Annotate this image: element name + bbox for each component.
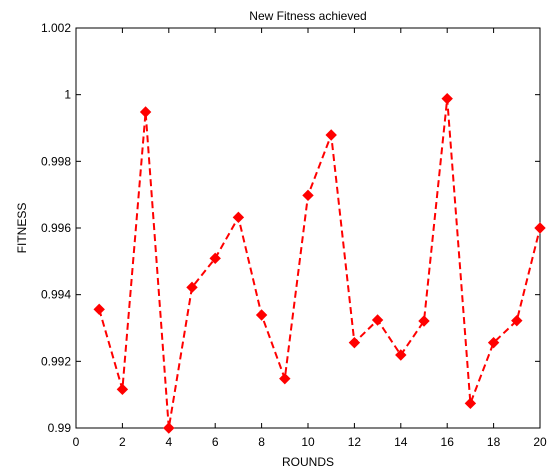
data-point-marker [232, 211, 245, 224]
data-point-marker [255, 309, 268, 321]
data-point-marker [279, 372, 291, 385]
x-tick-label: 4 [165, 435, 172, 449]
series-layer [93, 92, 546, 434]
data-point-marker [464, 397, 477, 410]
data-point-marker [302, 189, 314, 202]
x-tick-label: 18 [487, 435, 501, 449]
series-line [98, 98, 541, 429]
chart-title: New Fitness achieved [249, 9, 366, 23]
x-tick-label: 14 [394, 435, 408, 449]
x-tick-label: 10 [301, 435, 315, 449]
data-point-marker [395, 349, 407, 361]
data-point-marker [371, 314, 384, 326]
y-tick-label: 0.998 [41, 154, 71, 168]
x-tick-label: 12 [348, 435, 362, 449]
data-point-marker [441, 92, 453, 105]
data-point-marker [418, 315, 430, 327]
data-point-marker [139, 106, 152, 118]
data-point-marker [348, 336, 361, 349]
y-tick-label: 1 [64, 88, 71, 102]
x-tick-label: 16 [441, 435, 455, 449]
y-tick-label: 0.996 [41, 221, 71, 235]
x-tick-label: 20 [533, 435, 547, 449]
data-point-marker [511, 314, 523, 327]
data-point-marker [186, 281, 198, 294]
x-tick-label: 6 [212, 435, 219, 449]
y-tick-label: 1.002 [41, 21, 71, 35]
y-axis-title: FITNESS [15, 203, 29, 254]
x-tick-label: 2 [119, 435, 126, 449]
data-point-marker [487, 336, 500, 349]
y-tick-label: 0.992 [41, 354, 71, 368]
data-point-marker [93, 303, 105, 316]
x-tick-label: 0 [73, 435, 80, 449]
x-tick-label: 8 [258, 435, 265, 449]
data-point-marker [209, 252, 221, 265]
y-tick-label: 0.994 [41, 288, 71, 302]
data-point-marker [163, 422, 175, 434]
data-point-marker [325, 129, 337, 141]
x-axis-title: ROUNDS [282, 455, 334, 469]
data-point-marker [116, 383, 129, 396]
data-point-marker [534, 222, 546, 234]
y-tick-label: 0.99 [48, 421, 72, 435]
axis-ticks: 0 2 4 6 8 10 12 14 16 18 20 0.99 0.992 0.994 0.996 0.99… [41, 21, 547, 449]
